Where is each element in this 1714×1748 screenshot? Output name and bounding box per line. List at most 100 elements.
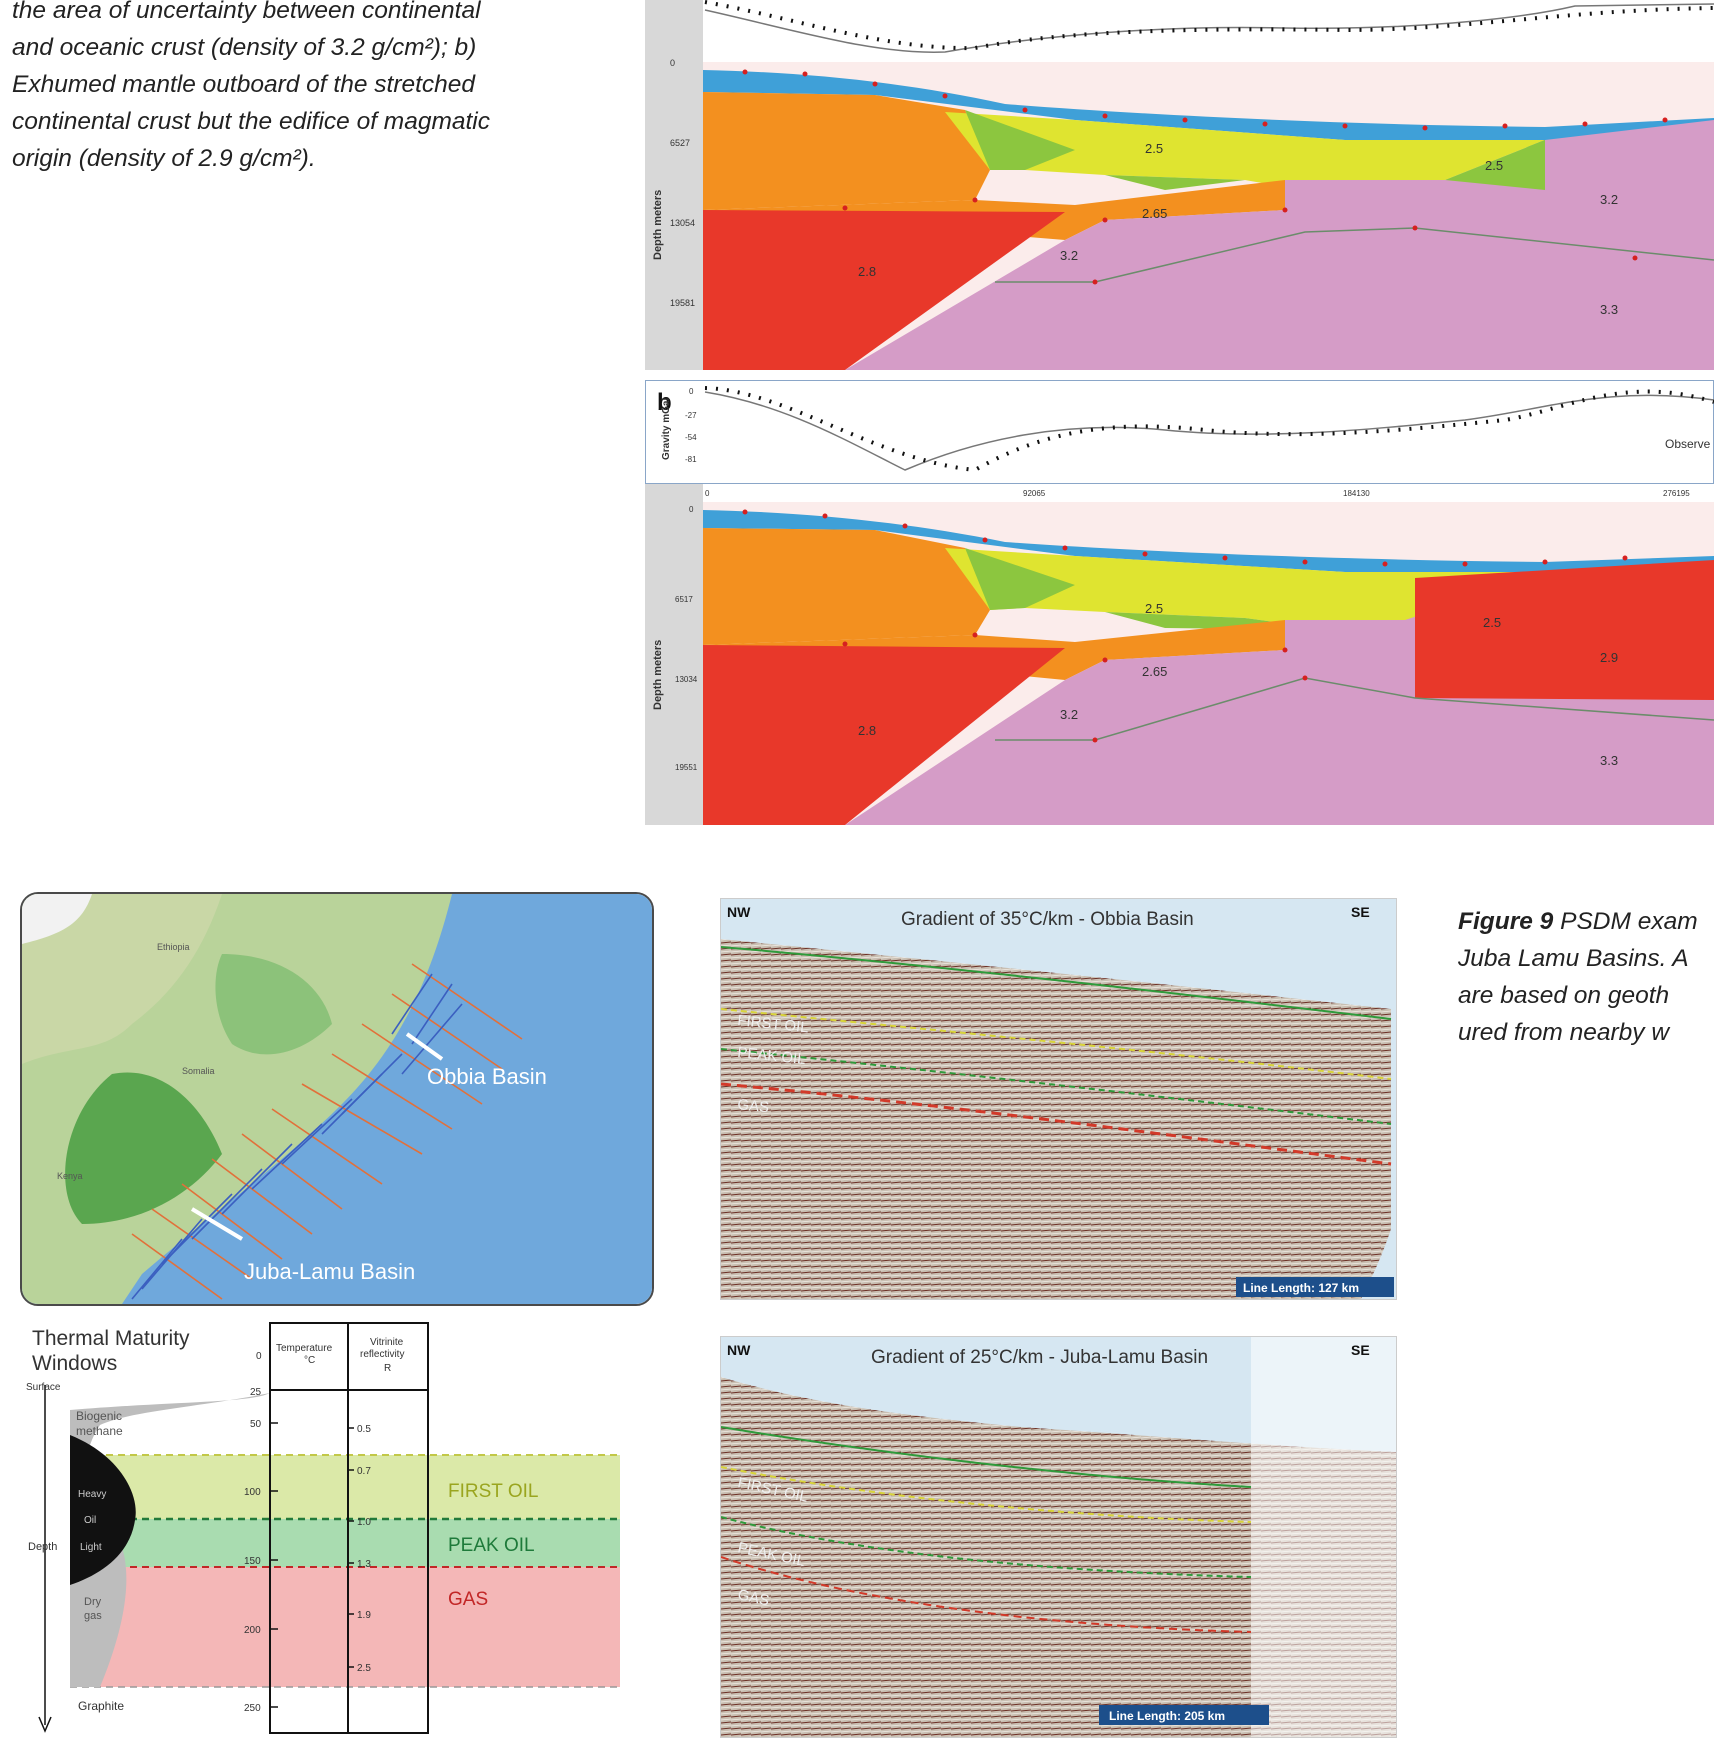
graphite-label: Graphite bbox=[78, 1699, 124, 1713]
depth-tick: 19581 bbox=[670, 298, 695, 308]
caption-line: Exhumed mantle outboard of the stretched bbox=[12, 71, 476, 98]
temp-tick: 100 bbox=[244, 1487, 261, 1498]
density-label: 2.5 bbox=[1145, 601, 1163, 616]
depth-axis-label: Depth meters bbox=[652, 190, 664, 260]
biogenic-label: methane bbox=[76, 1424, 123, 1438]
depth-tick: 0 bbox=[670, 58, 675, 68]
temp-tick: 0 bbox=[256, 1351, 262, 1362]
density-label: 3.2 bbox=[1060, 707, 1078, 722]
gravity-model-a: Depth meters 0 6527 13054 19581 2.5 2.5 … bbox=[645, 0, 1714, 370]
gas-label: GAS bbox=[737, 1096, 770, 1116]
thermal-maturity-diagram: Thermal Maturity Windows Surface Depth B… bbox=[20, 1315, 620, 1748]
density-label: 2.9 bbox=[1600, 650, 1618, 665]
seismic-title: Gradient of 25°C/km - Juba-Lamu Basin bbox=[871, 1347, 1208, 1368]
density-label: 2.65 bbox=[1142, 206, 1167, 221]
thermal-title: Windows bbox=[32, 1352, 117, 1375]
density-label: 2.8 bbox=[858, 264, 876, 279]
temp-tick: 150 bbox=[244, 1556, 261, 1567]
seismic-section-juba-lamu: NW SE Gradient of 25°C/km - Juba-Lamu Ba… bbox=[720, 1336, 1397, 1738]
depth-tick: 19551 bbox=[675, 763, 698, 772]
depth-tick: 6517 bbox=[675, 595, 693, 604]
vit-header: R bbox=[384, 1363, 391, 1374]
light-label: Light bbox=[80, 1542, 102, 1553]
basin-location-map: Ethiopia Somalia Kenya Obbia Basin Juba-… bbox=[20, 892, 654, 1306]
gravity-tick: -54 bbox=[685, 433, 697, 442]
density-label: 3.3 bbox=[1600, 302, 1618, 317]
seismic-section-obbia: NW SE Gradient of 35°C/km - Obbia Basin … bbox=[720, 898, 1397, 1300]
gas-label: GAS bbox=[736, 1586, 771, 1609]
figure-caption-top: the area of uncertainty between continen… bbox=[12, 0, 588, 177]
density-label: 2.5 bbox=[1485, 158, 1503, 173]
caption-line: are based on geoth bbox=[1458, 982, 1670, 1009]
nw-label: NW bbox=[727, 1342, 751, 1358]
density-label: 3.2 bbox=[1060, 248, 1078, 263]
depth-tick: 6527 bbox=[670, 138, 690, 148]
obbia-basin-label: Obbia Basin bbox=[427, 1064, 547, 1089]
vit-tick: 1.9 bbox=[357, 1610, 371, 1621]
density-label: 3.2 bbox=[1600, 192, 1618, 207]
country-label: Somalia bbox=[182, 1066, 215, 1076]
temp-tick: 25 bbox=[250, 1387, 262, 1398]
vit-tick: 0.5 bbox=[357, 1424, 371, 1435]
vit-tick: 2.5 bbox=[357, 1663, 371, 1674]
country-label: Kenya bbox=[57, 1171, 83, 1181]
x-tick: 0 bbox=[705, 489, 710, 498]
observed-label: Observe bbox=[1665, 437, 1711, 451]
vit-tick: 1.3 bbox=[357, 1559, 371, 1570]
caption-line: continental crust but the edifice of mag… bbox=[12, 108, 491, 135]
caption-text: PSDM exam bbox=[1560, 908, 1698, 935]
gravity-tick: -27 bbox=[685, 411, 697, 420]
density-label: 2.65 bbox=[1142, 664, 1167, 679]
gravity-tick: 0 bbox=[689, 387, 694, 396]
line-length-label: Line Length: 205 km bbox=[1109, 1709, 1225, 1723]
surface-label: Surface bbox=[26, 1382, 61, 1393]
caption-line: origin (density of 2.9 g/cm²). bbox=[12, 145, 316, 172]
panel-label-b: b bbox=[657, 389, 672, 416]
vit-header: Vitrinite bbox=[370, 1337, 404, 1348]
x-tick: 92065 bbox=[1023, 489, 1046, 498]
density-label: 2.5 bbox=[1483, 615, 1501, 630]
temp-header: °C bbox=[304, 1355, 315, 1366]
juba-lamu-basin-label: Juba-Lamu Basin bbox=[244, 1259, 415, 1284]
caption-line: ured from nearby w bbox=[1458, 1019, 1670, 1046]
dry-gas-label: Dry bbox=[84, 1596, 102, 1608]
depth-tick: 13054 bbox=[670, 218, 695, 228]
temp-tick: 200 bbox=[244, 1625, 261, 1636]
se-label: SE bbox=[1351, 904, 1370, 920]
density-label: 2.8 bbox=[858, 723, 876, 738]
country-label: Ethiopia bbox=[157, 942, 190, 952]
line-length-label: Line Length: 127 km bbox=[1243, 1281, 1359, 1295]
caption-figure-number: Figure 9 bbox=[1458, 908, 1554, 935]
gravity-model-b: b Gravity mGal 0 -27 -54 -81 Observe 0 9… bbox=[645, 380, 1714, 825]
gravity-axis-label: Gravity mGal bbox=[661, 398, 672, 460]
first-oil-label: FIRST OIL bbox=[448, 1481, 538, 1502]
density-label: 2.5 bbox=[1145, 141, 1163, 156]
caption-line: Juba Lamu Basins. A bbox=[1458, 945, 1689, 972]
oil-label: Oil bbox=[84, 1515, 96, 1526]
depth-label: Depth bbox=[28, 1541, 57, 1553]
seismic-title: Gradient of 35°C/km - Obbia Basin bbox=[901, 909, 1194, 930]
temp-tick: 250 bbox=[244, 1703, 261, 1714]
vit-header: reflectivity bbox=[360, 1349, 404, 1360]
depth-tick: 0 bbox=[689, 505, 694, 514]
se-label: SE bbox=[1351, 1342, 1370, 1358]
biogenic-label: Biogenic bbox=[76, 1409, 122, 1423]
heavy-label: Heavy bbox=[78, 1489, 106, 1500]
vit-tick: 1.0 bbox=[357, 1517, 371, 1528]
x-tick: 276195 bbox=[1663, 489, 1690, 498]
nw-label: NW bbox=[727, 904, 751, 920]
gravity-tick: -81 bbox=[685, 455, 697, 464]
thermal-title: Thermal Maturity bbox=[32, 1327, 190, 1350]
caption-line: the area of uncertainty between continen… bbox=[12, 0, 481, 24]
depth-tick: 13034 bbox=[675, 675, 698, 684]
peak-oil-label: PEAK OIL bbox=[448, 1535, 535, 1556]
vit-tick: 0.7 bbox=[357, 1466, 371, 1477]
gas-label: GAS bbox=[448, 1589, 488, 1610]
temp-header: Temperature bbox=[276, 1343, 333, 1354]
caption-line: and oceanic crust (density of 3.2 g/cm²)… bbox=[12, 34, 477, 61]
x-tick: 184130 bbox=[1343, 489, 1370, 498]
dry-gas-label: gas bbox=[84, 1610, 102, 1622]
figure-caption-right: Figure 9 PSDM exam Juba Lamu Basins. A a… bbox=[1458, 903, 1714, 1051]
caption-line: Figure 9 PSDM exam bbox=[1458, 903, 1714, 940]
depth-axis-label: Depth meters bbox=[652, 640, 664, 710]
